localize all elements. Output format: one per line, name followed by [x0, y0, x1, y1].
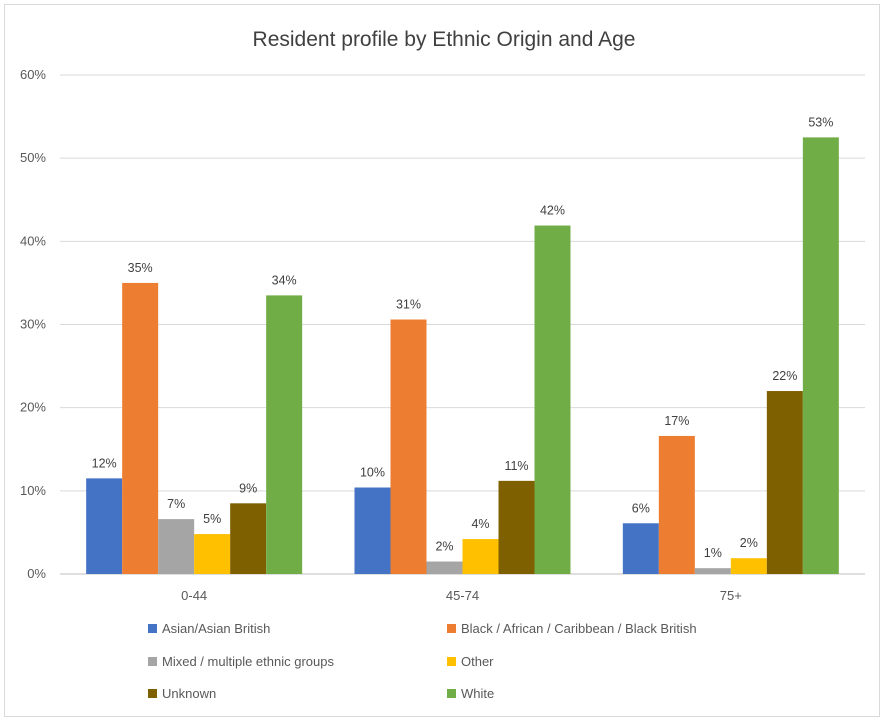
legend-swatch: [447, 624, 456, 633]
data-label: 1%: [704, 546, 722, 560]
data-label: 42%: [540, 204, 565, 218]
legend-swatch: [447, 689, 456, 698]
bar: [766, 391, 803, 574]
bar: [194, 534, 231, 574]
x-tick-label: 0-44: [181, 588, 207, 603]
data-label: 11%: [504, 459, 528, 473]
x-tick-label: 45-74: [446, 588, 479, 603]
data-label: 9%: [239, 481, 257, 495]
data-label: 6%: [632, 501, 650, 515]
legend-label: Asian/Asian British: [162, 621, 270, 636]
y-tick-label: 0%: [27, 566, 46, 581]
x-tick-label: 75+: [720, 588, 742, 603]
data-label: 35%: [128, 261, 153, 275]
legend-swatch: [148, 689, 157, 698]
y-tick-label: 40%: [20, 233, 46, 248]
legend-label: Mixed / multiple ethnic groups: [162, 654, 334, 669]
bar: [694, 568, 731, 574]
legend-label: Other: [461, 654, 494, 669]
data-label: 10%: [360, 466, 385, 480]
data-label: 4%: [471, 517, 489, 531]
legend-label: White: [461, 686, 494, 701]
data-label: 2%: [740, 536, 758, 550]
legend: Asian/Asian British Black / African / Car…: [148, 621, 697, 701]
y-tick-label: 10%: [20, 483, 46, 498]
bar: [426, 561, 463, 574]
legend-swatch: [447, 657, 456, 666]
chart-title: Resident profile by Ethnic Origin and Ag…: [253, 28, 636, 51]
data-labels: 12% 35% 7% 5% 9% 34% 10% 31% 2% 4% 11% 42% 6% 17% 1% 2%…: [92, 115, 834, 560]
bar: [158, 519, 195, 574]
legend-swatch: [148, 624, 157, 633]
data-label: 31%: [396, 298, 421, 312]
x-axis-ticks: 0-44 45-74 75+: [181, 588, 742, 603]
bar: [354, 487, 391, 574]
bar: [534, 225, 571, 574]
chart-frame: [4, 4, 880, 717]
bar: [462, 539, 499, 574]
bar: [730, 558, 767, 574]
bar: [498, 480, 535, 574]
bar: [266, 295, 303, 574]
data-label: 22%: [772, 369, 797, 383]
data-label: 53%: [808, 115, 833, 129]
bar: [802, 137, 839, 574]
data-label: 17%: [664, 414, 689, 428]
y-axis-ticks: 0% 10% 20% 30% 40% 50% 60%: [20, 67, 46, 581]
y-tick-label: 50%: [20, 150, 46, 165]
data-label: 34%: [272, 273, 297, 287]
data-label: 2%: [435, 540, 453, 554]
bar: [86, 478, 123, 574]
legend-label: Black / African / Caribbean / Black Brit…: [461, 621, 697, 636]
data-label: 12%: [92, 456, 117, 470]
bars: [86, 137, 839, 574]
bar: [622, 523, 659, 574]
bar: [230, 503, 267, 574]
y-tick-label: 60%: [20, 67, 46, 82]
bar: [390, 319, 427, 574]
legend-label: Unknown: [162, 686, 216, 701]
legend-swatch: [148, 657, 157, 666]
bar: [122, 282, 159, 574]
y-tick-label: 20%: [20, 400, 46, 415]
y-tick-label: 30%: [20, 317, 46, 332]
bar: [658, 435, 695, 574]
data-label: 5%: [203, 512, 221, 526]
data-label: 7%: [167, 497, 185, 511]
